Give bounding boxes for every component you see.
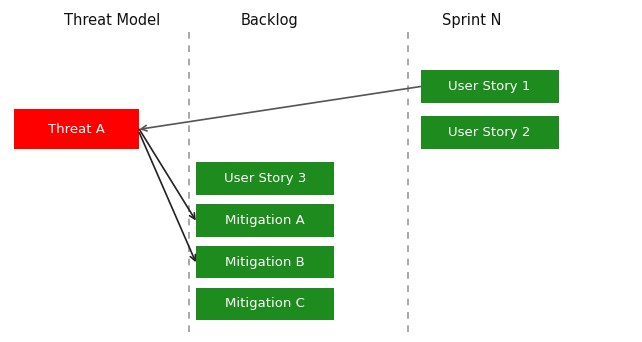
FancyBboxPatch shape	[421, 70, 559, 103]
FancyBboxPatch shape	[421, 116, 559, 149]
Text: Sprint N: Sprint N	[442, 13, 501, 28]
Text: User Story 3: User Story 3	[223, 172, 306, 185]
Text: User Story 1: User Story 1	[448, 80, 531, 93]
FancyBboxPatch shape	[196, 246, 334, 278]
Text: Backlog: Backlog	[241, 13, 299, 28]
FancyBboxPatch shape	[14, 109, 139, 149]
Text: Mitigation B: Mitigation B	[225, 255, 305, 269]
Text: Mitigation A: Mitigation A	[225, 214, 305, 227]
FancyBboxPatch shape	[196, 162, 334, 195]
Text: Mitigation C: Mitigation C	[225, 297, 305, 311]
Text: Threat A: Threat A	[48, 122, 105, 136]
Text: Threat Model: Threat Model	[64, 13, 160, 28]
FancyBboxPatch shape	[196, 204, 334, 237]
Text: User Story 2: User Story 2	[448, 126, 531, 139]
FancyBboxPatch shape	[196, 288, 334, 320]
